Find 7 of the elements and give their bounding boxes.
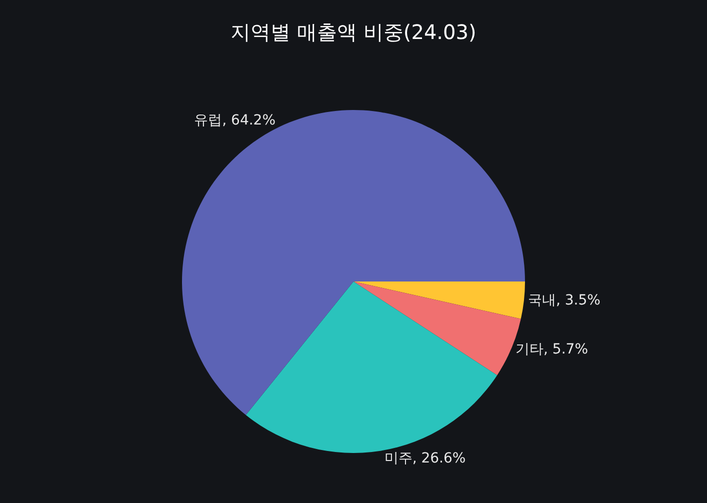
pie-slice	[246, 282, 498, 453]
slice-label: 기타, 5.7%	[516, 341, 588, 358]
pie-slice	[354, 282, 525, 319]
slice-label: 미주, 26.6%	[384, 450, 466, 467]
slice-label: 유럽, 64.2%	[194, 112, 276, 128]
chart-title: 지역별 매출액 비중(24.03)	[230, 20, 476, 44]
slice-label: 국내, 3.5%	[528, 292, 600, 308]
